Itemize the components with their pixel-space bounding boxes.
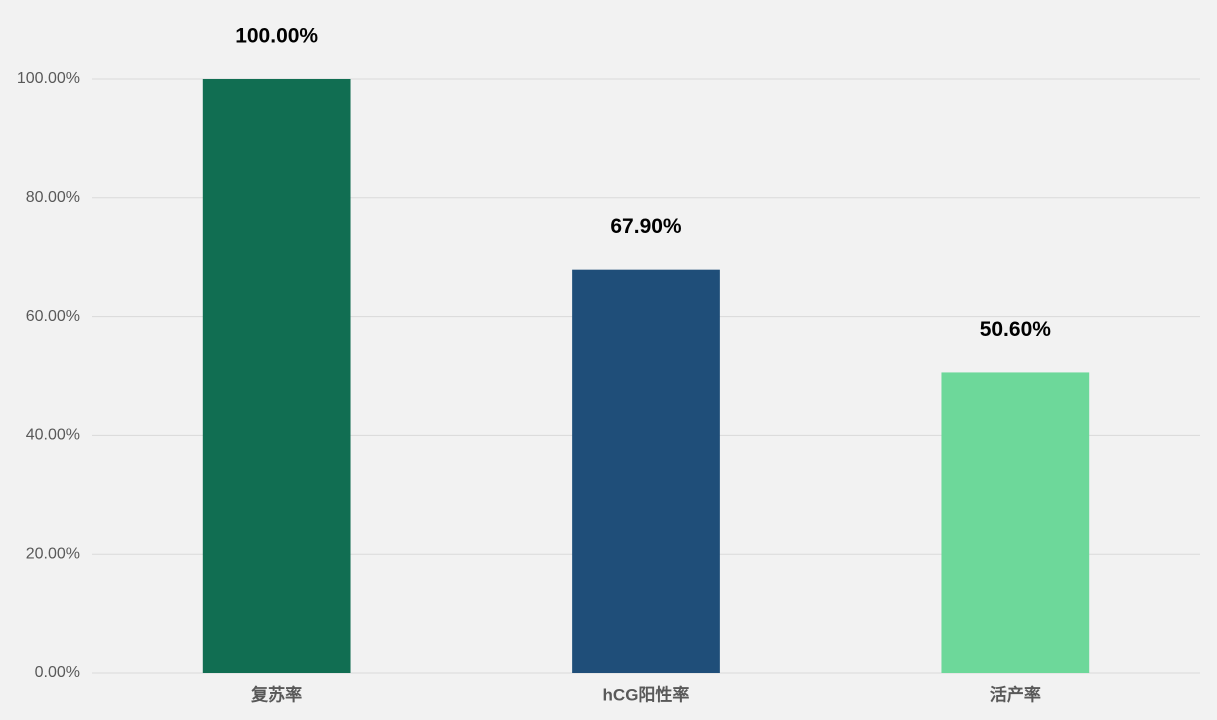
y-tick-label: 0.00% <box>35 664 80 681</box>
x-tick-label: 复苏率 <box>250 684 302 704</box>
bar <box>202 79 351 673</box>
y-tick-label: 40.00% <box>26 427 80 444</box>
y-tick-label: 100.00% <box>17 70 80 87</box>
y-tick-label: 60.00% <box>26 308 80 325</box>
data-label: 100.00% <box>235 25 318 48</box>
x-tick-label: hCG阳性率 <box>603 684 690 704</box>
y-tick-label: 80.00% <box>26 189 80 206</box>
x-tick-label: 活产率 <box>990 684 1041 704</box>
data-label: 67.90% <box>610 215 682 238</box>
y-tick-label: 20.00% <box>26 545 80 562</box>
bar <box>941 372 1090 673</box>
data-label: 50.60% <box>980 318 1052 341</box>
bar <box>572 269 720 673</box>
